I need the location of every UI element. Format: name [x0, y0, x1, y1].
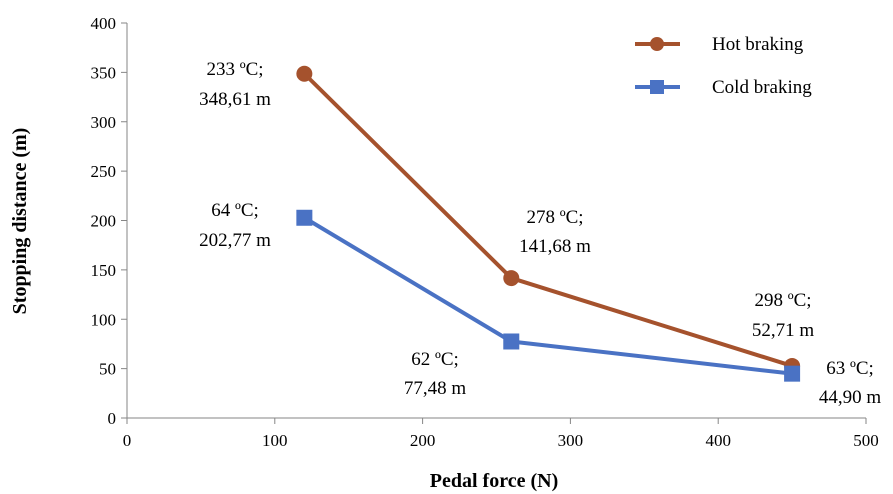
- x-tick-label: 100: [262, 431, 288, 450]
- data-point: [784, 365, 801, 382]
- y-tick-label: 0: [108, 409, 117, 428]
- legend: Hot braking Cold braking: [635, 34, 812, 98]
- data-point: [296, 209, 313, 226]
- y-tick-label: 350: [91, 63, 117, 82]
- data-label: 202,77 m: [199, 230, 271, 251]
- y-tick-label: 200: [91, 212, 117, 231]
- data-label: 77,48 m: [404, 378, 467, 399]
- legend-marker: [650, 80, 664, 94]
- data-label: 233 ºC;: [206, 59, 263, 80]
- x-tick-label: 400: [705, 431, 731, 450]
- data-label: 44,90 m: [819, 387, 882, 408]
- x-tick-label: 300: [558, 431, 584, 450]
- data-label: 278 ºC;: [526, 207, 583, 228]
- x-tick-label: 0: [123, 431, 132, 450]
- data-point: [503, 333, 520, 350]
- x-axis-title: Pedal force (N): [430, 470, 558, 492]
- y-tick-label: 300: [91, 113, 117, 132]
- data-label: 52,71 m: [752, 320, 815, 341]
- data-label: 348,61 m: [199, 89, 271, 110]
- data-point: [296, 65, 313, 82]
- data-label: 141,68 m: [519, 236, 591, 257]
- legend-marker: [650, 37, 664, 51]
- legend-label: Cold braking: [712, 77, 812, 98]
- data-labels: 233 ºC; 348,61 m 278 ºC; 141,68 m 298 ºC; 52,…: [199, 59, 881, 408]
- y-tick-label: 50: [99, 360, 116, 379]
- y-tick-label: 250: [91, 162, 117, 181]
- x-tick-label: 500: [853, 431, 879, 450]
- chart-series: [296, 65, 801, 382]
- y-tick-label: 100: [91, 310, 117, 329]
- data-label: 64 ºC;: [211, 200, 259, 221]
- data-label: 63 ºC;: [826, 358, 874, 379]
- chart-ticks: 0 50 100 150 200 250 300 350 400 0 100 200 300 400 500: [91, 14, 879, 450]
- x-tick-label: 200: [410, 431, 436, 450]
- y-tick-label: 150: [91, 261, 117, 280]
- data-label: 298 ºC;: [754, 290, 811, 311]
- y-axis-title: Stopping distance (m): [9, 128, 31, 315]
- legend-label: Hot braking: [712, 34, 804, 55]
- data-point: [503, 270, 520, 287]
- y-tick-label: 400: [91, 14, 117, 33]
- data-label: 62 ºC;: [411, 349, 459, 370]
